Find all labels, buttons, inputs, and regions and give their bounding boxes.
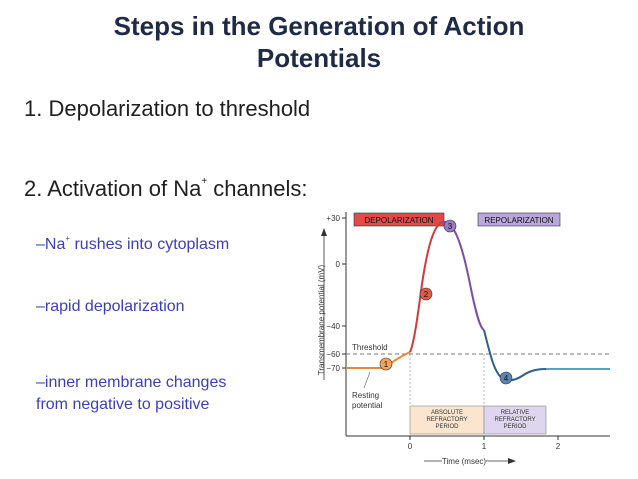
marker-4 [499, 371, 513, 385]
marker-2-label: 2 [424, 290, 429, 299]
marker-2 [419, 287, 433, 301]
point-2: 2. Activation of Na+ channels: [24, 176, 307, 202]
marker-3-label: 3 [448, 222, 453, 231]
point-2-prefix: 2. Activation of Na [24, 176, 202, 201]
subpoint-3-line-1: –inner membrane changes [36, 374, 227, 391]
tick-y-minus70: −70 [326, 364, 340, 373]
point-1: 1. Depolarization to threshold [24, 96, 311, 121]
title-line-1: Steps in the Generation of Action [113, 11, 525, 41]
resting-label-2: potential [352, 401, 382, 410]
absolute-refractory-box [409, 405, 485, 435]
subpoint-1-suffix: rushes into cytoplasm [70, 236, 230, 253]
resting-label-1: Resting [352, 391, 379, 400]
y-arrow-head [321, 228, 327, 236]
trace-depolarization [409, 221, 443, 353]
y-axis-label: Transmembrane potential (mV) [317, 264, 326, 375]
tick-x-2: 2 [556, 442, 561, 451]
x-axis-label: Time (msec) [442, 457, 486, 466]
relative-label-2: REFRACTORY [494, 417, 535, 423]
tick-y-plus30: +30 [326, 214, 340, 223]
relative-refractory-box [483, 405, 547, 435]
subpoint-2: –rapid depolarization [36, 298, 185, 315]
relative-label-3: PERIOD [503, 424, 527, 430]
subpoint-3: –inner membrane changes from negative to… [36, 372, 226, 416]
relative-label-1: RELATIVE [501, 410, 530, 416]
tick-y-minus60: −60 [326, 350, 340, 359]
marker-1-label: 1 [384, 360, 389, 369]
marker-4-label: 4 [504, 374, 509, 383]
threshold-label: Threshold [352, 343, 388, 352]
tick-x-0: 0 [408, 442, 413, 451]
subpoint-1: –Na+ rushes into cytoplasm [36, 228, 229, 256]
point-2-suffix: channels: [207, 176, 308, 201]
tick-y-0: 0 [336, 260, 341, 269]
marker-3 [443, 219, 457, 233]
point-2-superscript: + [201, 176, 208, 187]
trace-hyperpolarization [483, 329, 547, 382]
tick-y-minus40: −40 [326, 322, 340, 331]
absolute-label-2: REFRACTORY [426, 417, 467, 423]
slide-title: Steps in the Generation of Action Potent… [0, 10, 638, 74]
tick-x-1: 1 [482, 442, 487, 451]
subpoint-1-prefix: –Na [36, 236, 66, 253]
trace-repolarization [441, 220, 485, 331]
subpoint-1-superscript: + [65, 234, 71, 243]
repolarization-header-box [477, 212, 561, 227]
action-potential-figure: DEPOLARIZATION REPOLARIZATION +30 0 −40 … [317, 212, 610, 466]
depolarization-header: DEPOLARIZATION [364, 216, 433, 225]
repolarization-header: REPOLARIZATION [484, 216, 553, 225]
x-arrow-head [508, 458, 516, 464]
subpoint-3-line-2: from negative to positive [36, 396, 210, 413]
depolarization-header-box [353, 212, 445, 227]
absolute-label-1: ABSOLUTE [431, 410, 463, 416]
absolute-label-3: PERIOD [435, 424, 459, 430]
marker-1 [379, 357, 393, 371]
title-line-2: Potentials [256, 43, 382, 73]
